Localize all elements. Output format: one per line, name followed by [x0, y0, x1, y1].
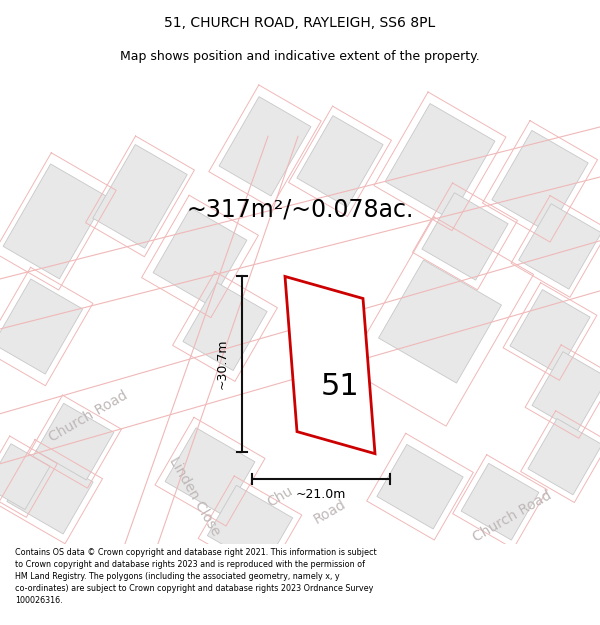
Text: Linden Close: Linden Close	[167, 455, 223, 539]
Polygon shape	[492, 131, 588, 232]
Polygon shape	[0, 136, 350, 331]
Text: Road: Road	[311, 497, 349, 526]
Polygon shape	[461, 463, 539, 540]
Text: Church Road: Church Road	[470, 489, 554, 545]
Polygon shape	[153, 208, 247, 305]
Text: 51, CHURCH ROAD, RAYLEIGH, SS6 8PL: 51, CHURCH ROAD, RAYLEIGH, SS6 8PL	[164, 16, 436, 30]
Polygon shape	[285, 276, 375, 454]
Polygon shape	[528, 419, 600, 495]
Polygon shape	[183, 282, 267, 371]
Polygon shape	[0, 226, 600, 467]
Polygon shape	[3, 164, 107, 279]
Text: Church Road: Church Road	[46, 388, 130, 445]
Polygon shape	[532, 352, 600, 431]
Text: ~317m²/~0.078ac.: ~317m²/~0.078ac.	[187, 198, 413, 221]
Polygon shape	[297, 116, 383, 207]
Text: ~30.7m: ~30.7m	[215, 339, 229, 389]
Polygon shape	[0, 444, 50, 509]
Polygon shape	[518, 204, 600, 289]
Polygon shape	[379, 260, 502, 383]
Polygon shape	[377, 444, 463, 529]
Polygon shape	[125, 136, 295, 544]
Polygon shape	[422, 192, 508, 280]
Polygon shape	[0, 279, 83, 374]
Polygon shape	[350, 136, 600, 286]
Polygon shape	[385, 104, 495, 219]
Text: 51: 51	[320, 372, 359, 401]
Text: Map shows position and indicative extent of the property.: Map shows position and indicative extent…	[120, 51, 480, 63]
Polygon shape	[93, 144, 187, 248]
Text: Chu: Chu	[265, 484, 295, 509]
Polygon shape	[219, 97, 311, 196]
Polygon shape	[36, 403, 114, 480]
Polygon shape	[165, 428, 255, 516]
Polygon shape	[7, 449, 93, 534]
Polygon shape	[510, 289, 590, 374]
Text: ~21.0m: ~21.0m	[296, 488, 346, 501]
Polygon shape	[208, 486, 293, 568]
Text: Contains OS data © Crown copyright and database right 2021. This information is : Contains OS data © Crown copyright and d…	[15, 548, 377, 606]
